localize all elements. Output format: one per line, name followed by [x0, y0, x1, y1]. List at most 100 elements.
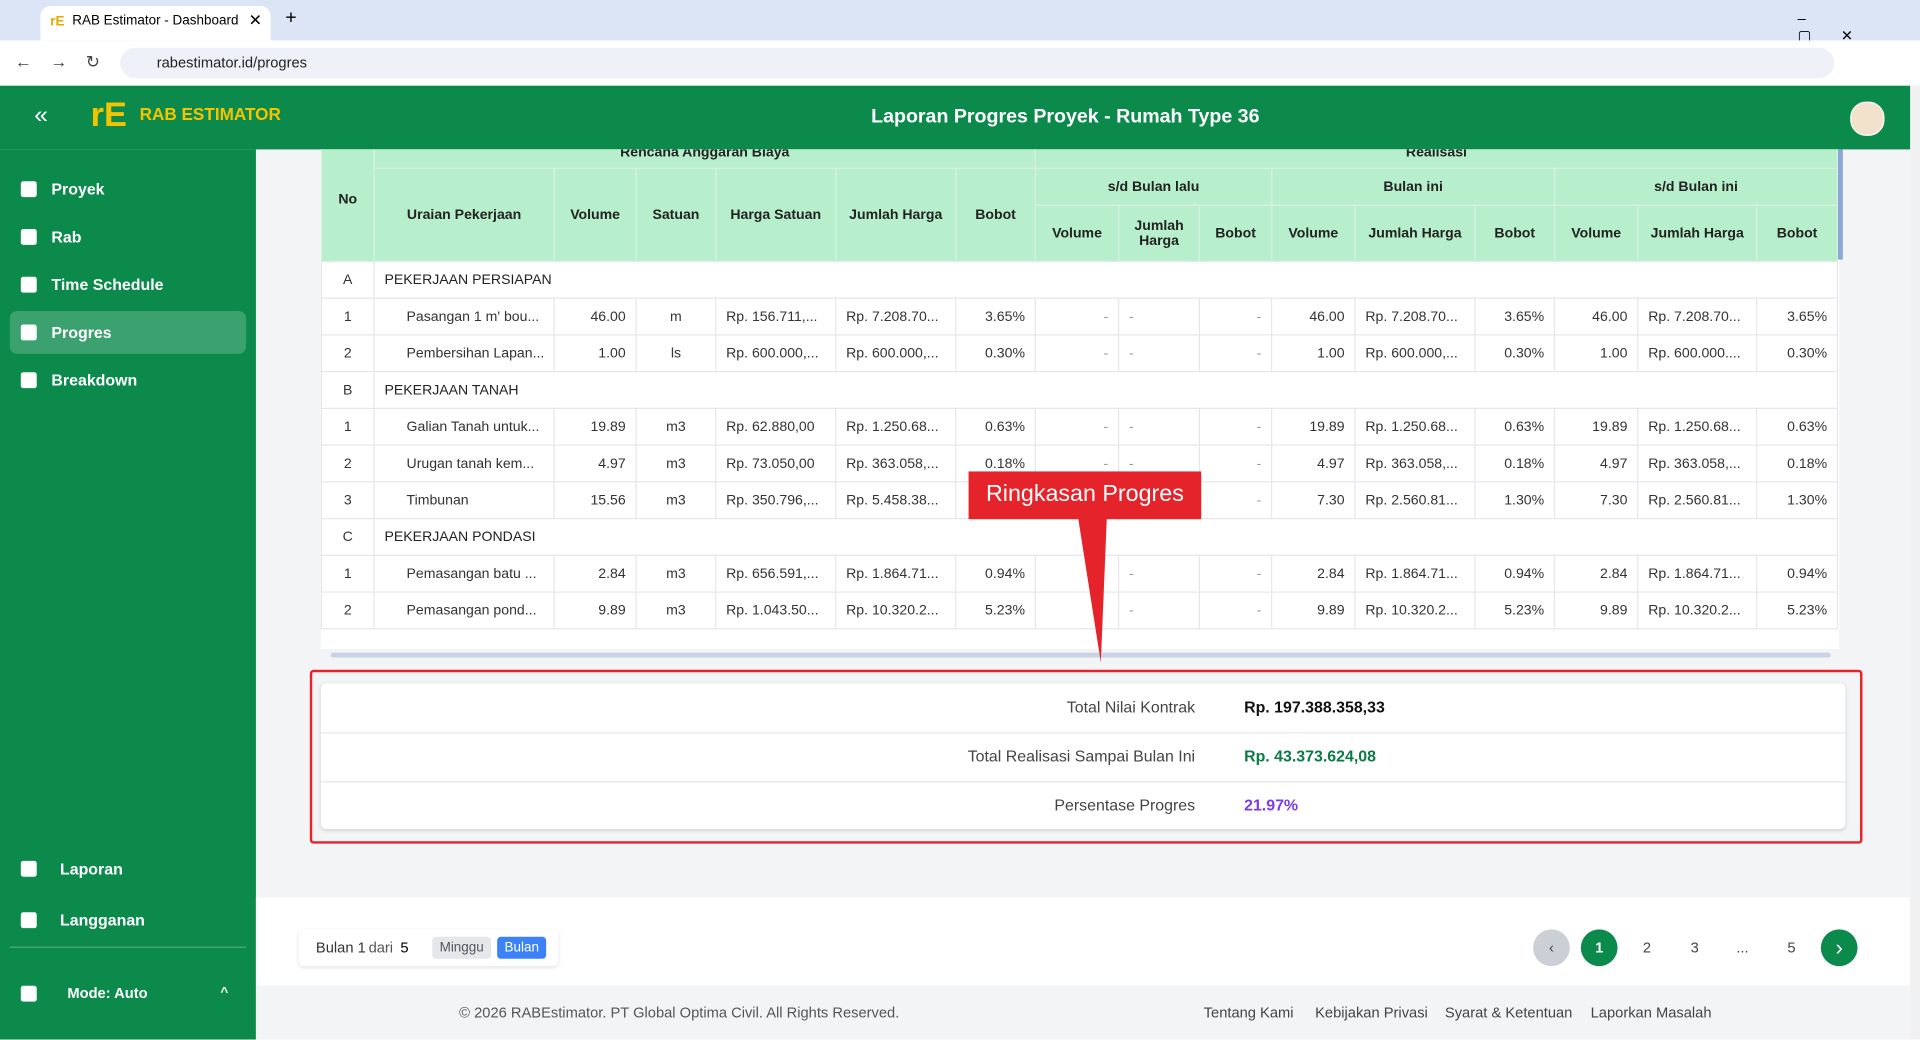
app-header: « rE RAB ESTIMATOR Laporan Progres Proye…	[0, 85, 1911, 150]
page-button[interactable]: 3	[1690, 939, 1699, 957]
cell: 0.30%	[1755, 334, 1839, 373]
col-header: Jumlah Harga	[835, 167, 957, 263]
nav-item[interactable]: Breakdown	[10, 359, 246, 402]
period-header: s/d Bulan lalu	[1034, 167, 1273, 206]
total-periods: 5	[400, 939, 409, 957]
nav-label: Langganan	[60, 911, 145, 930]
pagination-bar: Bulan 1 dari 5 Minggu Bulan	[255, 897, 1911, 986]
section-row: A PEKERJAAN PERSIAPAN	[320, 260, 1839, 299]
summary-label: Total Realisasi Sampai Bulan Ini	[967, 746, 1196, 766]
cell: 9.89	[553, 591, 637, 630]
footer-link[interactable]: Kebijakan Privasi	[1315, 1004, 1428, 1022]
page-button[interactable]: 2	[1642, 939, 1652, 957]
nav-buttons[interactable]: ←→↻	[14, 51, 119, 72]
sub-header: Jumlah Harga	[1637, 204, 1758, 263]
mode-toggle[interactable]: Mode: Auto ^	[10, 972, 246, 1015]
footer-link[interactable]: Laporkan Masalah	[1590, 1004, 1712, 1022]
cell: Rp. 10.320.2...	[835, 591, 957, 630]
cell: 19.89	[1271, 407, 1356, 446]
browser-tab[interactable]: rE RAB Estimator - Dashboard ✕	[40, 6, 271, 41]
period-header: Bulan ini	[1271, 167, 1556, 206]
cell: -	[1034, 334, 1120, 373]
current-period: Bulan 1	[315, 939, 366, 957]
group-header: Rencana Anggaran Biaya	[373, 149, 1036, 169]
divider	[9, 946, 247, 948]
cell: 3.65%	[955, 297, 1036, 336]
url-field[interactable]: rabestimator.id/progres	[120, 47, 1835, 79]
next-page[interactable]: ›	[1820, 929, 1858, 967]
cell: Rp. 600.000,...	[1354, 334, 1476, 373]
page-button[interactable]: ...	[1736, 939, 1749, 957]
header-row: No Rencana Anggaran Biaya Realisasi	[320, 149, 1839, 263]
cell: 1.00	[1271, 334, 1356, 373]
cell: 19.89	[1553, 407, 1639, 446]
window-controls[interactable]: –▢✕	[1797, 9, 1883, 45]
cell: 1	[320, 407, 375, 446]
page-scrollbar[interactable]	[1910, 85, 1920, 1040]
item-row: 2 Pembersihan Lapan... 1.00 ls Rp. 600.000,.…	[320, 334, 1839, 373]
page-button[interactable]: 5	[1787, 939, 1796, 957]
summary-row: Persentase Progres 21.97%	[321, 781, 1846, 830]
nav-icon	[20, 912, 37, 929]
tab-close[interactable]: ✕	[248, 11, 262, 30]
cell: -	[1118, 407, 1201, 446]
cell: Urugan tanah kem...	[373, 444, 555, 483]
toggle-bulan[interactable]: Bulan	[497, 936, 547, 959]
nav-item[interactable]: Laporan	[10, 847, 246, 890]
cell: Rp. 7.208.70...	[835, 297, 957, 336]
cell: Rp. 1.250.68...	[1354, 407, 1476, 446]
cell: Rp. 1.864.71...	[1637, 554, 1758, 593]
nav-label: Time Schedule	[51, 275, 164, 294]
cell: Pemasangan pond...	[373, 591, 555, 630]
cell: 0.63%	[1755, 407, 1839, 446]
cell: Rp. 10.320.2...	[1637, 591, 1758, 630]
cell: Rp. 2.560.81...	[1637, 481, 1758, 520]
sub-header: Jumlah Harga	[1118, 204, 1201, 263]
col-header: Satuan	[635, 167, 717, 263]
footer: © 2026 RABEstimator. PT Global Optima Ci…	[255, 985, 1911, 1040]
cell: 0.18%	[1755, 444, 1839, 483]
summary-row: Total Realisasi Sampai Bulan Ini Rp. 43.3…	[320, 732, 1846, 783]
group-header: Realisasi	[1034, 149, 1839, 169]
mode-label: Mode: Auto	[67, 984, 148, 1002]
collapse-button[interactable]: «	[34, 101, 48, 129]
cell: Rp. 2.560.81...	[1354, 481, 1476, 520]
cell: 1.00	[553, 334, 637, 373]
nav-item[interactable]: Rab	[10, 216, 246, 259]
highlight-frame	[309, 669, 1863, 844]
h-scrollbar[interactable]	[330, 652, 1831, 658]
toggle-minggu[interactable]: Minggu	[432, 936, 492, 959]
nav-item[interactable]: Langganan	[10, 899, 246, 942]
nav-item[interactable]: Time Schedule	[10, 263, 246, 306]
cell: -	[1198, 334, 1273, 373]
cell: 0.63%	[1474, 407, 1556, 446]
cell: m3	[635, 591, 717, 630]
logo-text: RAB ESTIMATOR	[139, 104, 281, 124]
cell: Pemasangan batu ...	[373, 554, 555, 593]
nav-item[interactable]: Proyek	[10, 168, 246, 211]
cell: 4.97	[1553, 444, 1639, 483]
v-scrollbar[interactable]	[1837, 149, 1843, 260]
cell: Rp. 600.000,...	[715, 334, 837, 373]
footer-link[interactable]: Syarat & Ketentuan	[1444, 1004, 1573, 1022]
annotation: Ringkasan Progres	[968, 471, 1202, 520]
cell: 0.94%	[1474, 554, 1556, 593]
prev-page[interactable]: ‹	[1533, 929, 1570, 967]
cell: B	[320, 371, 375, 409]
page-title: Laporan Progres Proyek - Rumah Type 36	[871, 106, 1260, 128]
cell: 0.94%	[1755, 554, 1839, 593]
nav-label: Laporan	[60, 859, 123, 878]
col-header: No	[320, 149, 375, 263]
page-button[interactable]: 1	[1580, 929, 1618, 967]
new-tab[interactable]: +	[285, 7, 297, 29]
avatar[interactable]	[1850, 101, 1885, 136]
footer-link[interactable]: Tentang Kami	[1203, 1004, 1294, 1022]
cell: Rp. 7.208.70...	[1354, 297, 1476, 336]
summary-value: 21.97%	[1244, 795, 1299, 815]
nav-item[interactable]: Progres	[9, 311, 247, 354]
cell: Rp. 1.864.71...	[1354, 554, 1476, 593]
favicon: rE	[50, 14, 65, 30]
cell: 4.97	[1271, 444, 1356, 483]
